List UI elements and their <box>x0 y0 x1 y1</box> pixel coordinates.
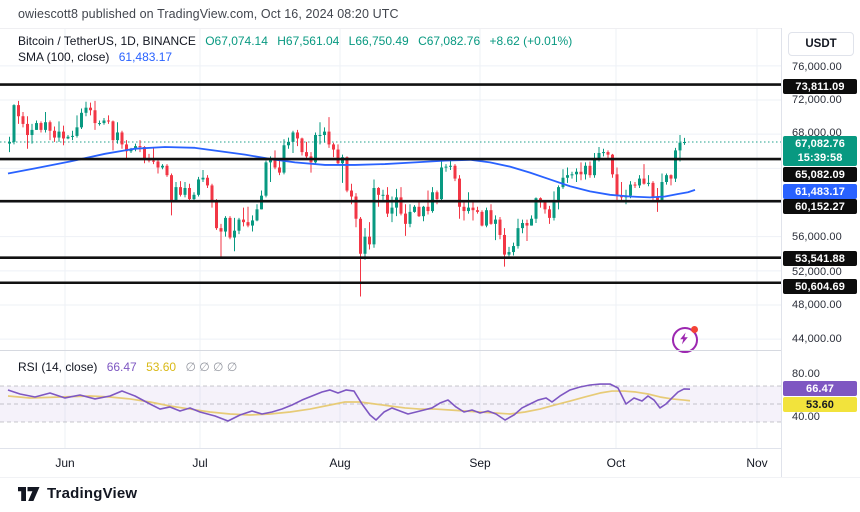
rsi-ma-value: 53.60 <box>146 360 177 374</box>
price-tick: 76,000.00 <box>792 61 842 73</box>
currency-toggle-button[interactable]: USDT <box>788 32 854 56</box>
pane-separator[interactable] <box>0 350 781 351</box>
time-label-aug: Aug <box>329 456 351 470</box>
price-tick: 48,000.00 <box>792 299 842 311</box>
sma-100-line <box>7 146 696 199</box>
time-label-oct: Oct <box>606 456 626 470</box>
ohlc-high: H67,561.04 <box>277 34 340 48</box>
axis-price-label: 50,604.69 <box>783 279 857 294</box>
time-label-jul: Jul <box>192 456 208 470</box>
rsi-ma-line <box>7 390 691 416</box>
price-tick: 40.00 <box>792 411 821 423</box>
tradingview-logo-icon <box>18 486 40 501</box>
price-tick: 44,000.00 <box>792 333 842 345</box>
ohlc-open: O67,074.14 <box>205 34 268 48</box>
lightning-bolt-icon <box>680 332 688 345</box>
axis-price-label: 66.47 <box>783 381 857 396</box>
last-price-label: 67,082.76 15:39:58 <box>783 136 857 166</box>
rsi-legend[interactable]: RSI (14, close) 66.47 53.60 ∅ ∅ ∅ ∅ <box>18 360 237 374</box>
price-scale-axis[interactable]: USDT 76,000.00 72,000.00 68,000.00 56,000.0… <box>781 28 860 477</box>
price-tick: 72,000.00 <box>792 94 842 106</box>
axis-price-label: 73,811.09 <box>783 79 857 94</box>
symbol-title: Bitcoin / TetherUS, 1D, BINANCE <box>18 34 196 48</box>
rsi-label: RSI (14, close) <box>18 360 98 374</box>
tradingview-logo[interactable]: TradingView <box>18 485 137 502</box>
axis-price-label: 60,152.27 <box>783 199 857 214</box>
sma-label: SMA (100, close) <box>18 50 110 64</box>
sma-legend[interactable]: SMA (100, close) 61,483.17 <box>18 50 172 64</box>
candles-series <box>8 100 686 297</box>
bottom-strip <box>0 477 860 512</box>
axis-price-label: 65,082.09 <box>783 167 857 182</box>
price-tick: 56,000.00 <box>792 231 842 243</box>
rsi-band <box>0 386 781 422</box>
notification-dot <box>691 326 698 333</box>
attribution-bar: owiescott8 published on TradingView.com,… <box>0 0 860 29</box>
rsi-empty-slots: ∅ ∅ ∅ ∅ <box>185 360 238 374</box>
rsi-line <box>7 383 691 422</box>
symbol-legend[interactable]: Bitcoin / TetherUS, 1D, BINANCE O67,074.… <box>18 34 572 48</box>
ohlc-close: C67,082.76 <box>418 34 481 48</box>
tradingview-logo-text: TradingView <box>47 485 138 502</box>
price-tick: 52,000.00 <box>792 266 842 278</box>
axis-price-label: 53,541.88 <box>783 251 857 266</box>
ohlc-change: +8.62 (+0.01%) <box>489 34 573 48</box>
ohlc-low: L66,750.49 <box>348 34 409 48</box>
time-label-jun: Jun <box>55 456 75 470</box>
time-axis[interactable]: Jun Jul Aug Sep Oct Nov <box>0 448 781 478</box>
rsi-value: 66.47 <box>106 360 137 374</box>
sma-value: 61,483.17 <box>118 50 173 64</box>
time-label-sep: Sep <box>469 456 491 470</box>
axis-price-label: 61,483.17 <box>783 184 857 199</box>
time-label-nov: Nov <box>746 456 768 470</box>
price-tick: 80.00 <box>792 368 821 380</box>
attribution-text: owiescott8 published on TradingView.com,… <box>18 7 399 21</box>
flash-publish-icon[interactable] <box>672 326 698 353</box>
axis-price-label: 53.60 <box>783 397 857 412</box>
